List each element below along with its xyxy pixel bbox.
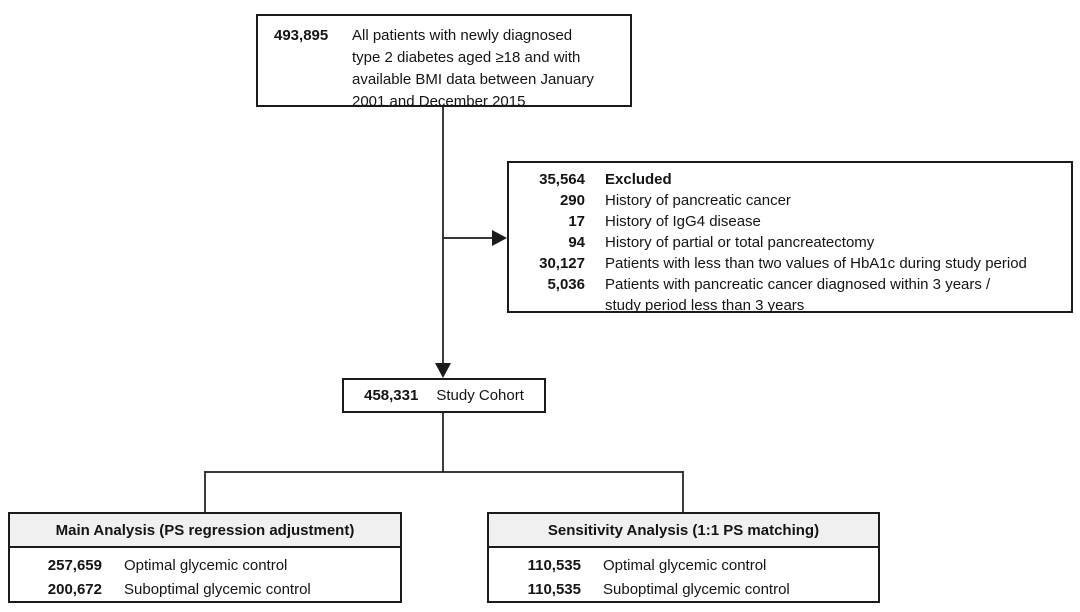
exclusion-item-count: 5,036	[547, 276, 585, 293]
analysis-item: 200,672 Suboptimal glycemic control	[10, 578, 400, 602]
initial-cohort-box: 493,895 All patients with newly diagnose…	[256, 14, 632, 110]
study-cohort-count: 458,331	[364, 387, 419, 404]
exclusion-item-count: 290	[559, 192, 585, 209]
sensitivity-analysis-header: Sensitivity Analysis (1:1 PS matching)	[489, 514, 878, 548]
excluded-header-row: 35,564 Excluded	[517, 169, 1063, 190]
exclusion-item-label: History of IgG4 disease	[605, 213, 761, 230]
exclusion-item-count: 30,127	[539, 255, 585, 272]
analysis-item-label: Optimal glycemic control	[124, 557, 288, 574]
exclusion-item-count: 94	[568, 234, 585, 251]
main-analysis-title: Main Analysis (PS regression adjustment)	[55, 521, 355, 539]
analysis-item: 257,659 Optimal glycemic control	[10, 554, 400, 578]
study-cohort-box: 458,331 Study Cohort	[342, 378, 546, 413]
analysis-item-label: Optimal glycemic control	[603, 557, 767, 574]
analysis-item-count: 200,672	[47, 581, 102, 598]
exclusion-item: 17 History of IgG4 disease	[517, 211, 1063, 232]
exclusion-item-label: Patients with pancreatic cancer diagnose…	[605, 276, 991, 314]
sensitivity-analysis-box: Sensitivity Analysis (1:1 PS matching) 1…	[487, 512, 880, 603]
initial-cohort-description: All patients with newly diagnosed type 2…	[352, 27, 594, 110]
exclusion-item: 94 History of partial or total pancreate…	[517, 232, 1063, 253]
analysis-item-label: Suboptimal glycemic control	[603, 581, 790, 598]
main-analysis-body: 257,659 Optimal glycemic control 200,672…	[10, 548, 400, 602]
arrow-right-icon	[492, 230, 507, 246]
study-cohort-label: Study Cohort	[436, 387, 524, 404]
excluded-title: Excluded	[605, 171, 672, 188]
exclusion-item: 290 History of pancreatic cancer	[517, 190, 1063, 211]
sensitivity-analysis-body: 110,535 Optimal glycemic control 110,535…	[489, 548, 878, 602]
arrow-down-icon	[435, 363, 451, 378]
exclusion-item-label: Patients with less than two values of Hb…	[605, 255, 1027, 272]
main-analysis-header: Main Analysis (PS regression adjustment)	[10, 514, 400, 548]
exclusion-item-label: History of partial or total pancreatecto…	[605, 234, 875, 251]
analysis-item-label: Suboptimal glycemic control	[124, 581, 311, 598]
analysis-item: 110,535 Suboptimal glycemic control	[489, 578, 878, 602]
exclusion-item-label: History of pancreatic cancer	[605, 192, 791, 209]
exclusion-item: 5,036 Patients with pancreatic cancer di…	[517, 274, 1063, 316]
exclusion-item: 30,127 Patients with less than two value…	[517, 253, 1063, 274]
analysis-item-count: 110,535	[527, 557, 581, 574]
excluded-box: 35,564 Excluded 290 History of pancreati…	[507, 161, 1073, 316]
analysis-item-count: 110,535	[527, 581, 581, 598]
sensitivity-analysis-title: Sensitivity Analysis (1:1 PS matching)	[547, 521, 820, 539]
initial-cohort-count: 493,895	[274, 27, 329, 44]
main-analysis-box: Main Analysis (PS regression adjustment)…	[8, 512, 402, 603]
analysis-item: 110,535 Optimal glycemic control	[489, 554, 878, 578]
excluded-count: 35,564	[539, 171, 585, 188]
analysis-item-count: 257,659	[47, 557, 102, 574]
exclusion-item-count: 17	[568, 213, 585, 230]
